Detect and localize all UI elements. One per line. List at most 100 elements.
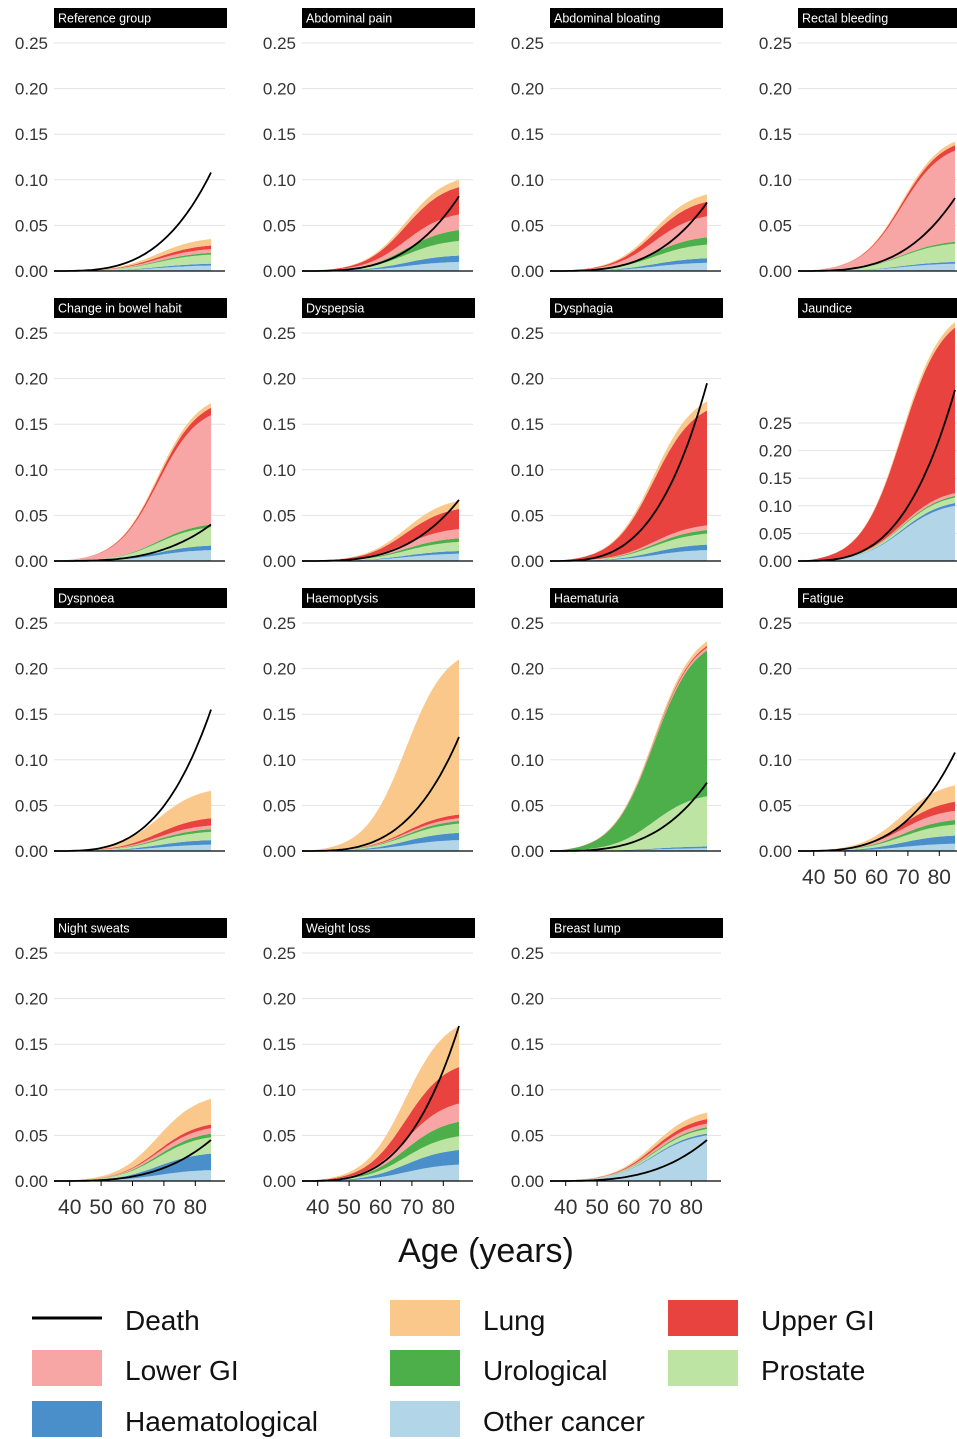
area-other-cancer (550, 848, 707, 851)
area-lower-gi (798, 493, 955, 561)
panel-title-strip (54, 588, 227, 608)
legend-label: Haematological (125, 1406, 318, 1437)
y-tick-label: 0.00 (759, 262, 792, 281)
y-tick-label: 0.20 (759, 660, 792, 679)
y-tick-label: 0.10 (15, 1081, 48, 1100)
x-tick-label: 60 (369, 1196, 392, 1219)
area-upper-gi (798, 145, 955, 271)
area-haematological (550, 846, 707, 851)
area-urological (550, 530, 707, 561)
area-upper-gi (302, 509, 459, 561)
area-haematological (54, 840, 211, 851)
panel-title: Breast lump (554, 922, 621, 936)
y-tick-label: 0.20 (263, 80, 296, 99)
area-urological (798, 820, 955, 851)
y-tick-label: 0.10 (263, 751, 296, 770)
area-other-cancer (550, 262, 707, 271)
panel-title-strip (798, 8, 957, 28)
legend-swatch (32, 1401, 102, 1437)
y-tick-label: 0.10 (759, 751, 792, 770)
y-tick-label: 0.20 (15, 370, 48, 389)
panel-title-strip (302, 8, 475, 28)
y-tick-label: 0.05 (263, 1126, 296, 1145)
area-lower-gi (798, 810, 955, 851)
panel-title: Rectal bleeding (802, 12, 888, 26)
x-tick-label: 50 (337, 1196, 360, 1219)
legend-item-other-cancer: Other cancer (390, 1401, 645, 1437)
area-lower-gi (550, 1123, 707, 1181)
panel-change-in-bowel-habit: Change in bowel habit 0.00 0.05 0.10 0.15 0.2… (15, 298, 227, 571)
area-lung (550, 401, 707, 561)
legend-item-lower-gi: Lower GI (32, 1350, 239, 1386)
x-tick-label: 60 (617, 1196, 640, 1219)
y-tick-label: 0.00 (759, 552, 792, 571)
area-urological (550, 1127, 707, 1181)
x-tick-label: 70 (648, 1196, 671, 1219)
area-haematological (54, 263, 211, 271)
legend-swatch (390, 1300, 460, 1336)
area-upper-gi (550, 1119, 707, 1181)
y-tick-label: 0.05 (263, 796, 296, 815)
y-tick-label: 0.20 (511, 370, 544, 389)
y-tick-label: 0.25 (15, 614, 48, 633)
y-tick-label: 0.10 (15, 171, 48, 190)
panels-layer: Reference group0.000.050.100.150.200.25A… (15, 8, 957, 1219)
panel-title-strip (54, 918, 227, 938)
legend-swatch (32, 1350, 102, 1386)
area-upper-gi (550, 410, 707, 561)
y-tick-label: 0.00 (511, 262, 544, 281)
y-tick-label: 0.10 (263, 171, 296, 190)
x-tick-label: 60 (121, 1196, 144, 1219)
panel-breast-lump: Breast lump 0.00 0.05 0.10 0.15 0.20 0.25 40 50 6… (511, 918, 723, 1219)
y-tick-label: 0.15 (511, 1035, 544, 1054)
area-lung (550, 194, 707, 271)
panel-title-strip (550, 8, 723, 28)
y-tick-label: 0.15 (759, 125, 792, 144)
panel-title: Haemoptysis (306, 592, 378, 606)
x-tick-label: 80 (432, 1196, 455, 1219)
y-tick-label: 0.20 (15, 80, 48, 99)
y-tick-label: 0.15 (511, 705, 544, 724)
legend: Death Lung Upper GI Lower GI Urological Prost… (32, 1300, 875, 1437)
area-upper-gi (54, 407, 211, 561)
legend-swatch (668, 1300, 738, 1336)
area-urological (302, 1121, 459, 1181)
x-tick-label: 50 (89, 1196, 112, 1219)
panel-title: Dysphagia (554, 302, 613, 316)
area-other-cancer (54, 265, 211, 271)
x-tick-label: 60 (865, 866, 888, 889)
x-tick-label: 70 (152, 1196, 175, 1219)
area-prostate (54, 254, 211, 271)
y-tick-label: 0.00 (759, 842, 792, 861)
area-other-cancer (54, 550, 211, 561)
y-tick-label: 0.05 (263, 216, 296, 235)
panel-title-strip (550, 298, 723, 318)
x-tick-label: 40 (306, 1196, 329, 1219)
legend-item-upper-gi: Upper GI (668, 1300, 875, 1336)
y-tick-label: 0.00 (15, 552, 48, 571)
panel-dyspnoea: Dyspnoea 0.00 0.05 0.10 0.15 0.20 0.25 (15, 588, 227, 861)
area-urological (302, 538, 459, 561)
y-tick-label: 0.05 (15, 1126, 48, 1145)
area-lung (54, 239, 211, 271)
area-prostate (54, 527, 211, 561)
panel-abdominal-bloating: Abdominal bloating 0.00 0.05 0.10 0.15 0.20 0.… (511, 8, 723, 281)
legend-item-lung: Lung (390, 1300, 545, 1336)
y-tick-label: 0.05 (759, 524, 792, 543)
y-tick-label: 0.15 (759, 469, 792, 488)
y-tick-label: 0.00 (263, 262, 296, 281)
area-upper-gi (302, 814, 459, 851)
y-tick-label: 0.15 (263, 1035, 296, 1054)
legend-label: Urological (483, 1355, 608, 1386)
y-tick-label: 0.00 (511, 842, 544, 861)
x-tick-label: 70 (896, 866, 919, 889)
y-tick-label: 0.15 (15, 1035, 48, 1054)
area-prostate (550, 1129, 707, 1181)
y-tick-label: 0.15 (263, 415, 296, 434)
panel-weight-loss: Weight loss 0.00 0.05 0.10 0.15 0.20 0.25 40 50 6… (263, 918, 475, 1219)
legend-swatch (390, 1350, 460, 1386)
legend-label: Lower GI (125, 1355, 239, 1386)
y-tick-label: 0.25 (511, 34, 544, 53)
area-haematological (550, 1133, 707, 1181)
area-lung (302, 1026, 459, 1181)
